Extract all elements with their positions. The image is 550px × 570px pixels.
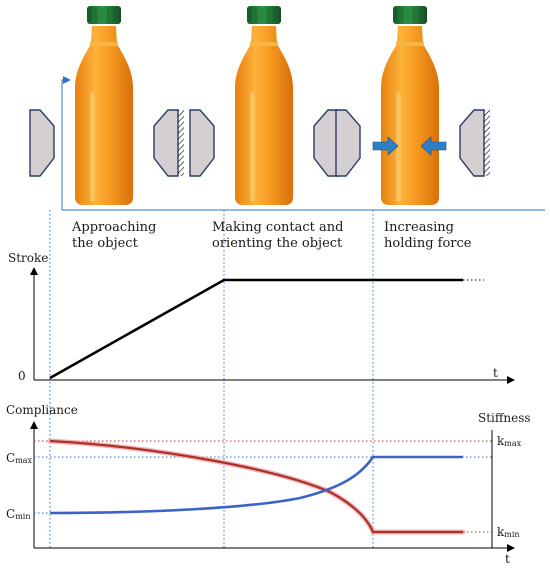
gripper-jaw-right-icon (459, 109, 490, 177)
stroke-time-label: t (493, 366, 498, 380)
stroke-origin-label: 0 (18, 369, 26, 383)
bottle-cap-icon (247, 6, 281, 24)
stage-captions: Approaching the object Making contact an… (71, 220, 472, 251)
stage-guide (61, 76, 545, 211)
stage-illustrations (29, 6, 490, 205)
kmax-label: kmax (497, 434, 522, 448)
stiffness-curve (49, 439, 463, 534)
stage-2-caption-line1: Making contact and (212, 220, 343, 235)
stage-3-caption-line1: Increasing (384, 220, 454, 235)
cmax-label: Cmax (6, 451, 33, 465)
bottle-cap-icon (87, 6, 121, 24)
force-arrow-icon (372, 136, 447, 156)
bottle-icon (235, 6, 293, 205)
kmin-label: kmin (497, 525, 520, 539)
stage-1-caption-line2: the object (72, 236, 139, 251)
bottle-icon (381, 6, 439, 205)
compliance-axis-label: Compliance (6, 403, 78, 417)
gripper-jaw-left-icon (189, 109, 215, 177)
bottle-icon (75, 6, 133, 205)
compliance-time-label: t (505, 552, 510, 566)
compliance-curve (49, 455, 463, 515)
stroke-curve (49, 278, 463, 380)
gripper-jaw-right-icon (153, 109, 184, 177)
stiffness-curve-highlight (47, 438, 466, 535)
bottle-cap-icon (393, 6, 427, 24)
gripper-jaw-left-icon (29, 109, 55, 177)
stroke-axis-label: Stroke (8, 251, 48, 265)
stage-1-caption-line1: Approaching (71, 220, 156, 235)
compliance-plot: Compliance Stiffness t Cmax Cmin kmax km… (6, 403, 531, 566)
stage-3-caption-line2: holding force (384, 236, 472, 251)
phase-dividers (49, 210, 374, 550)
stiffness-axis-label: Stiffness (478, 411, 531, 425)
stroke-plot: Stroke 0 t (8, 251, 515, 384)
stage-2-caption-line2: orienting the object (212, 236, 343, 251)
cmin-label: Cmin (6, 507, 30, 521)
gripper-jaw-left-icon (335, 109, 361, 177)
